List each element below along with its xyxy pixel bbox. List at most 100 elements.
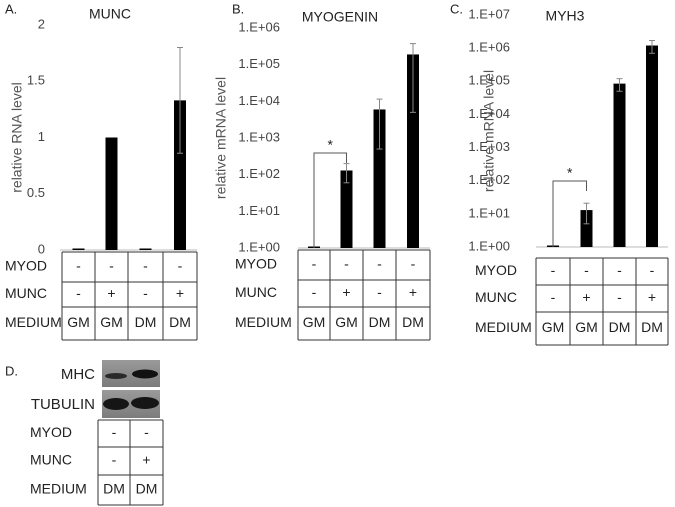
- y-tick-label: 1.E+00: [238, 239, 280, 254]
- bar: [646, 45, 658, 247]
- table-cell: -: [144, 424, 149, 440]
- table-cell: -: [312, 284, 317, 300]
- chart-title: MYOGENIN: [302, 9, 378, 25]
- table-cell: -: [617, 262, 622, 278]
- table-cell: -: [143, 258, 148, 274]
- y-tick-label: 1.E+04: [468, 106, 510, 121]
- chart-title: MUNC: [89, 6, 131, 22]
- row-label: MUNC: [235, 284, 277, 300]
- y-tick-label: 1.E+07: [468, 6, 510, 21]
- table-cell: -: [76, 285, 81, 301]
- significance-star: *: [328, 137, 334, 153]
- y-tick-label: 1.E+01: [468, 205, 510, 220]
- table-cell: -: [178, 258, 183, 274]
- table-cell: GM: [335, 314, 358, 330]
- table-cell: +: [409, 284, 417, 300]
- table-cell: -: [112, 424, 117, 440]
- bar: [613, 83, 626, 247]
- y-tick-label: 1.E+01: [238, 203, 280, 218]
- table-cell: +: [142, 452, 150, 468]
- blot-band: [103, 398, 129, 410]
- y-tick-label: 1.E+04: [238, 93, 280, 108]
- y-tick-label: 1.E+03: [468, 139, 510, 154]
- table-cell: DM: [641, 319, 663, 335]
- table-cell: DM: [103, 481, 125, 497]
- table-cell: +: [342, 284, 350, 300]
- y-axis-label: relative mRNA level: [213, 77, 229, 199]
- blot-band: [131, 397, 159, 409]
- significance-bracket: [552, 180, 587, 247]
- panel-label: A.: [5, 1, 17, 16]
- table-cell: -: [617, 289, 622, 305]
- y-axis-label: relative mRNA level: [481, 70, 497, 192]
- table-cell: +: [176, 285, 184, 301]
- y-tick-label: 1.E+06: [238, 19, 280, 34]
- table-cell: +: [648, 289, 656, 305]
- table-cell: DM: [609, 319, 631, 335]
- table-cell: -: [312, 256, 317, 272]
- y-tick-label: 1.E+02: [238, 166, 280, 181]
- bar: [174, 100, 186, 250]
- table-cell: -: [584, 262, 589, 278]
- bar: [340, 170, 353, 248]
- y-tick-label: 2: [38, 16, 45, 31]
- row-label: MYOD: [5, 258, 47, 274]
- row-label: MEDIUM: [235, 314, 292, 330]
- table-cell: -: [377, 256, 382, 272]
- table-cell: GM: [100, 314, 123, 330]
- table-cell: DM: [135, 314, 157, 330]
- table-cell: -: [377, 284, 382, 300]
- y-tick-label: 1.5: [27, 73, 45, 88]
- row-label: MUNC: [475, 289, 517, 305]
- significance-bracket: [313, 152, 347, 248]
- table-cell: -: [411, 256, 416, 272]
- table-cell: DM: [402, 314, 424, 330]
- y-tick-label: 1: [38, 129, 45, 144]
- panel-label: B.: [232, 1, 244, 16]
- table-cell: DM: [369, 314, 391, 330]
- chart-title: MYH3: [546, 8, 585, 24]
- table-cell: DM: [169, 314, 191, 330]
- table-cell: GM: [303, 314, 326, 330]
- blot-label: TUBULIN: [31, 396, 95, 413]
- row-label: MYOD: [235, 256, 277, 272]
- table-cell: GM: [67, 314, 90, 330]
- table-cell: -: [76, 258, 81, 274]
- panel-label: C.: [450, 1, 463, 16]
- row-label: MYOD: [30, 424, 72, 440]
- y-tick-label: 1.E+03: [238, 129, 280, 144]
- blot-band: [132, 369, 158, 379]
- table-cell: -: [344, 256, 349, 272]
- row-label: MEDIUM: [5, 314, 62, 330]
- y-tick-label: 0: [38, 241, 45, 256]
- y-tick-label: 1.E+05: [468, 73, 510, 88]
- y-tick-label: 0.5: [27, 185, 45, 200]
- row-label: MUNC: [5, 285, 47, 301]
- row-label: MEDIUM: [30, 481, 87, 497]
- y-axis-label: relative RNA level: [9, 82, 25, 193]
- bar: [407, 54, 419, 248]
- blot-band: [105, 373, 127, 379]
- table-cell: -: [650, 262, 655, 278]
- y-tick-label: 1.E+00: [468, 238, 510, 253]
- bar: [139, 248, 152, 250]
- table-cell: GM: [575, 319, 598, 335]
- significance-star: *: [567, 165, 573, 181]
- bar: [72, 248, 85, 250]
- table-cell: -: [109, 258, 114, 274]
- table-cell: +: [107, 285, 115, 301]
- y-tick-label: 1.E+06: [468, 40, 510, 55]
- row-label: MYOD: [475, 262, 517, 278]
- y-tick-label: 1.E+05: [238, 56, 280, 71]
- bar: [105, 137, 118, 250]
- table-cell: -: [112, 452, 117, 468]
- y-tick-label: 1.E+02: [468, 172, 510, 187]
- table-cell: -: [551, 289, 556, 305]
- table-cell: DM: [136, 481, 158, 497]
- row-label: MEDIUM: [475, 319, 532, 335]
- table-cell: -: [551, 262, 556, 278]
- bar: [373, 109, 386, 248]
- table-cell: GM: [542, 319, 565, 335]
- table-cell: -: [143, 285, 148, 301]
